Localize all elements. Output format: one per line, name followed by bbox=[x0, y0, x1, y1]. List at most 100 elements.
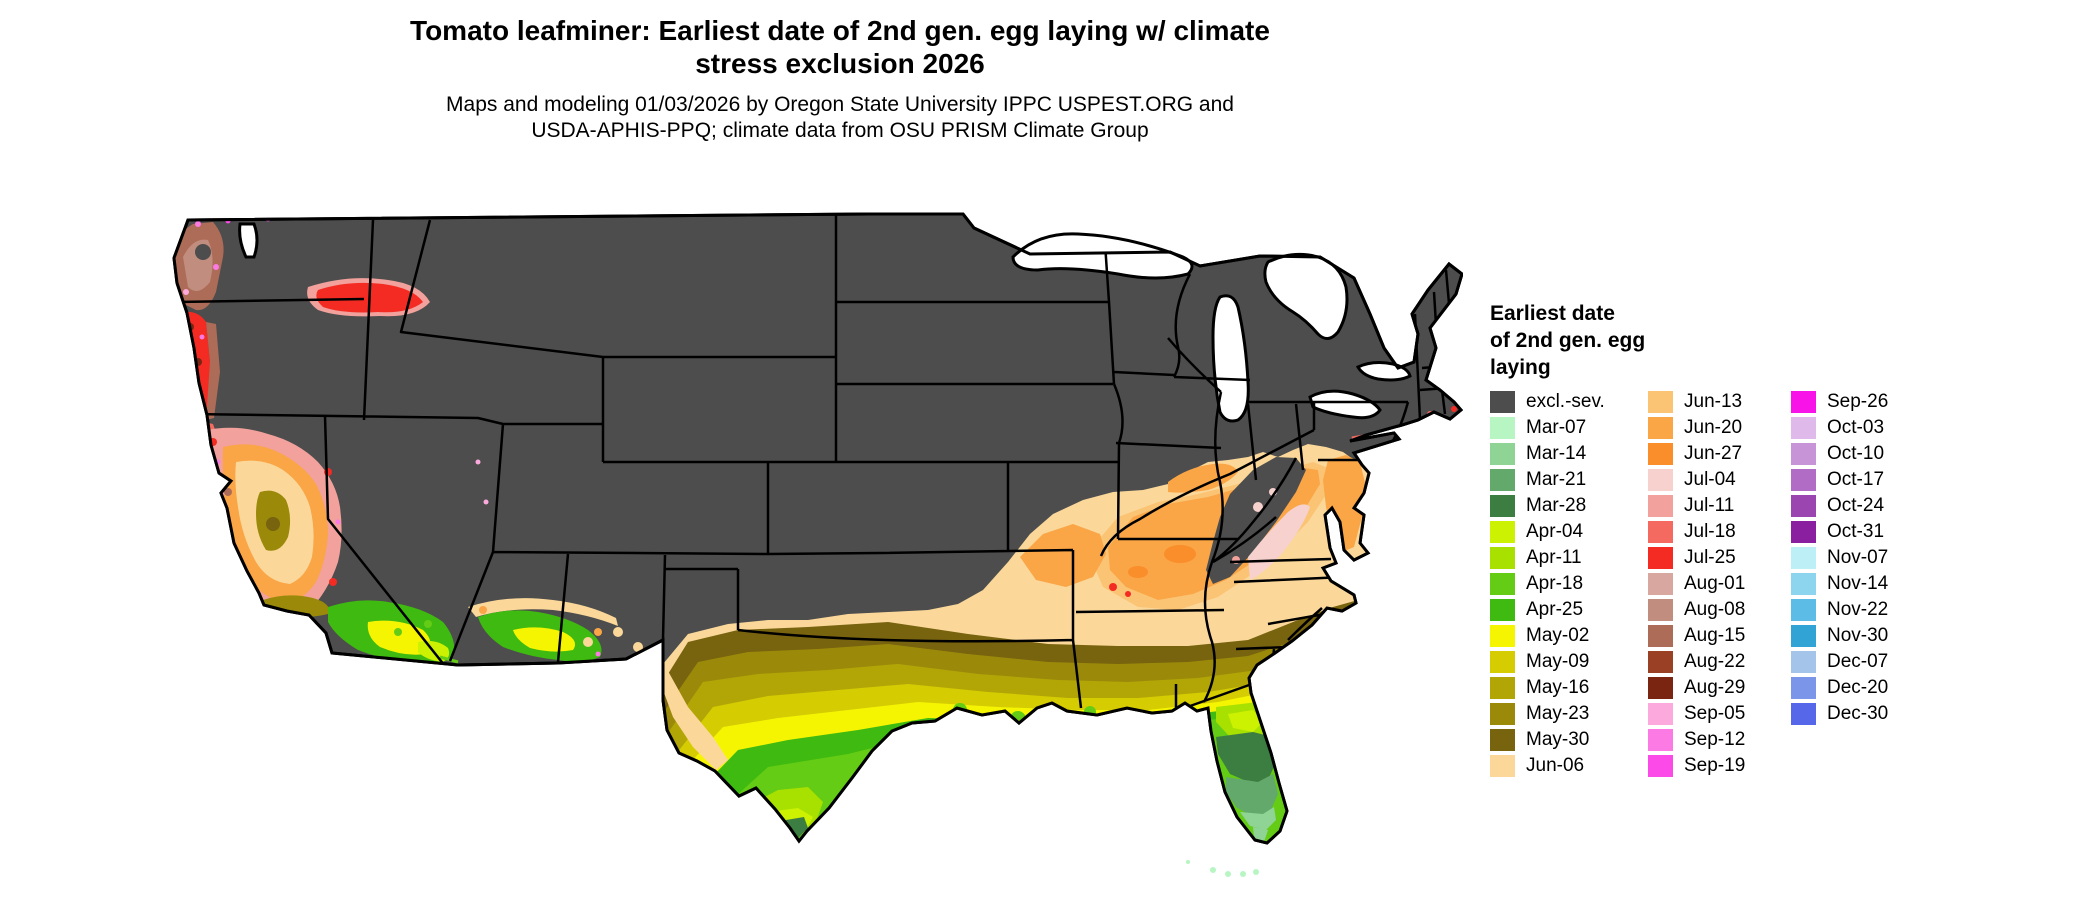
legend-item: Mar-28 bbox=[1490, 495, 1630, 517]
legend-label: Sep-05 bbox=[1684, 703, 1746, 724]
legend-label: Jul-04 bbox=[1684, 469, 1736, 490]
legend-column-2: Jun-13 Jun-20 Jun-27 Jul-04 Jul-11 Jul-18 Jul-… bbox=[1648, 391, 1773, 777]
legend-swatch bbox=[1490, 651, 1515, 673]
legend-swatch bbox=[1490, 547, 1515, 569]
fl-central-apr-04 bbox=[1228, 710, 1263, 732]
legend-swatch bbox=[1490, 677, 1515, 699]
legend-label: May-23 bbox=[1526, 703, 1590, 724]
band-jun-27-spot1 bbox=[1164, 545, 1196, 563]
colorado-river-apr-18 bbox=[439, 655, 459, 664]
legend-swatch bbox=[1791, 417, 1816, 439]
legend-swatch bbox=[1791, 651, 1816, 673]
wa-fleck-sep-12-c bbox=[213, 264, 219, 270]
legend-label: Mar-21 bbox=[1526, 469, 1587, 490]
fleck-jul-04-a bbox=[1253, 502, 1263, 512]
legend-item: Sep-05 bbox=[1648, 703, 1773, 725]
legend-item: Jun-06 bbox=[1490, 755, 1630, 777]
legend-title-line-3: laying bbox=[1490, 356, 1551, 379]
legend-label: Jun-06 bbox=[1526, 755, 1585, 776]
fl-south-mar-21 bbox=[1226, 774, 1278, 817]
legend-label: Oct-17 bbox=[1827, 469, 1885, 490]
nm-fringe-jun-06-b bbox=[613, 627, 623, 637]
legend-swatch bbox=[1648, 755, 1673, 777]
map-legend: Earliest date of 2nd gen. egg laying exc… bbox=[1490, 300, 1960, 777]
legend-label: Dec-30 bbox=[1827, 703, 1889, 724]
legend-swatch bbox=[1791, 703, 1816, 725]
florida-keys bbox=[1186, 860, 1259, 877]
legend-item: May-09 bbox=[1490, 651, 1630, 673]
legend-swatch bbox=[1648, 521, 1673, 543]
legend-item: May-30 bbox=[1490, 729, 1630, 751]
nm-fringe-jun-06-a bbox=[583, 637, 593, 647]
nv-fleck-sep-05-b bbox=[483, 499, 489, 505]
legend-label: Nov-30 bbox=[1827, 625, 1889, 646]
legend-item: Dec-30 bbox=[1791, 703, 1921, 725]
legend-column-1: excl.-sev. Mar-07 Mar-14 Mar-21 Mar-28 Apr-04… bbox=[1490, 391, 1630, 777]
legend-label: Nov-14 bbox=[1827, 573, 1889, 594]
legend-swatch bbox=[1791, 443, 1816, 465]
legend-swatch bbox=[1648, 703, 1673, 725]
legend-swatch bbox=[1490, 625, 1515, 647]
nm-fleck-sep-12 bbox=[595, 651, 601, 657]
or-fleck-sep-12-a bbox=[177, 314, 183, 320]
legend-item: Dec-07 bbox=[1791, 651, 1921, 673]
legend-item: Nov-07 bbox=[1791, 547, 1921, 569]
legend-label: Oct-10 bbox=[1827, 443, 1885, 464]
legend-label: Apr-04 bbox=[1526, 521, 1584, 542]
legend-label: Oct-24 bbox=[1827, 495, 1885, 516]
legend-swatch bbox=[1648, 417, 1673, 439]
legend-item: Apr-18 bbox=[1490, 573, 1630, 595]
legend-swatch bbox=[1490, 703, 1515, 725]
legend-item: Jun-13 bbox=[1648, 391, 1773, 413]
legend-title: Earliest date of 2nd gen. egg laying bbox=[1490, 300, 1960, 381]
or-fleck-aug-29-c bbox=[190, 393, 198, 401]
keys-dot-d bbox=[1253, 869, 1259, 875]
legend-item: Nov-30 bbox=[1791, 625, 1921, 647]
legend-swatch bbox=[1490, 755, 1515, 777]
map-header: Tomato leafminer: Earliest date of 2nd g… bbox=[0, 14, 1680, 144]
legend-label: Jul-11 bbox=[1684, 495, 1735, 516]
legend-item: Apr-04 bbox=[1490, 521, 1630, 543]
legend-label: Dec-20 bbox=[1827, 677, 1889, 698]
legend-item: Sep-19 bbox=[1648, 755, 1773, 777]
legend-label: Oct-03 bbox=[1827, 417, 1885, 438]
legend-item: May-02 bbox=[1490, 625, 1630, 647]
legend-label: May-09 bbox=[1526, 651, 1590, 672]
us-map bbox=[172, 212, 1464, 877]
legend-swatch bbox=[1648, 391, 1673, 413]
legend-swatch bbox=[1490, 495, 1515, 517]
legend-swatch bbox=[1490, 729, 1515, 751]
or-fleck-sep-12-b bbox=[199, 334, 205, 340]
wa-fleck-gray bbox=[195, 244, 211, 260]
legend-label: Jun-13 bbox=[1684, 391, 1743, 412]
legend-label: Sep-12 bbox=[1684, 729, 1746, 750]
legend-item: Oct-03 bbox=[1791, 417, 1921, 439]
legend-swatch bbox=[1791, 391, 1816, 413]
nv-fleck-sep-05-a bbox=[475, 459, 481, 465]
legend-item: Sep-12 bbox=[1648, 729, 1773, 751]
legend-label: Apr-18 bbox=[1526, 573, 1584, 594]
page-subtitle: Maps and modeling 01/03/2026 by Oregon S… bbox=[0, 92, 1680, 144]
legend-swatch bbox=[1648, 729, 1673, 751]
legend-label: Jul-25 bbox=[1684, 547, 1736, 568]
legend-swatch bbox=[1490, 521, 1515, 543]
legend-item: Mar-21 bbox=[1490, 469, 1630, 491]
legend-label: Nov-22 bbox=[1827, 599, 1889, 620]
legend-label: Jun-27 bbox=[1684, 443, 1743, 464]
legend-label: Sep-26 bbox=[1827, 391, 1889, 412]
legend-swatch bbox=[1791, 469, 1816, 491]
legend-item: Aug-22 bbox=[1648, 651, 1773, 673]
legend-label: Aug-22 bbox=[1684, 651, 1746, 672]
lake-superior bbox=[1011, 232, 1194, 280]
lake-michigan bbox=[1211, 294, 1250, 423]
legend-swatch bbox=[1791, 495, 1816, 517]
legend-item: Jul-25 bbox=[1648, 547, 1773, 569]
keys-dot-c bbox=[1240, 871, 1246, 877]
legend-label: Dec-07 bbox=[1827, 651, 1889, 672]
legend-swatch bbox=[1490, 417, 1515, 439]
legend-item: Aug-15 bbox=[1648, 625, 1773, 647]
legend-item: Sep-26 bbox=[1791, 391, 1921, 413]
legend-item: Oct-17 bbox=[1791, 469, 1921, 491]
fleck-jul-25-smokies-b bbox=[1125, 591, 1131, 597]
legend-item: excl.-sev. bbox=[1490, 391, 1630, 413]
